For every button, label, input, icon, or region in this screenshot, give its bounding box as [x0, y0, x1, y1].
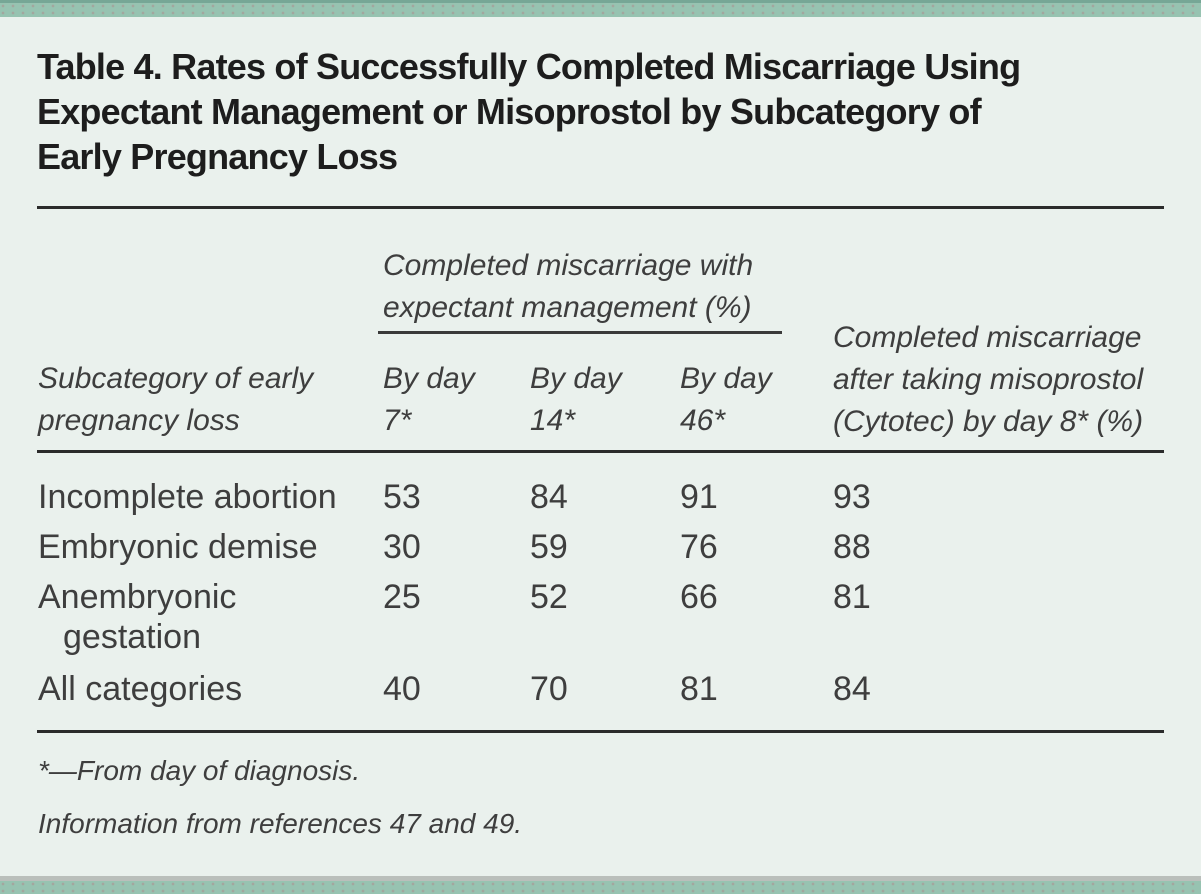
cell-value: 40: [383, 670, 421, 708]
cell-value: 30: [383, 528, 421, 566]
row-label: All categories: [38, 670, 243, 708]
footnote-asterisk: *—From day of diagnosis.: [38, 755, 361, 786]
bottom-gray-strip: [0, 876, 1201, 881]
row-label-line-1: Anembryonic: [38, 578, 237, 616]
stub-header-subcategory: Subcategory of early pregnancy loss: [38, 358, 313, 442]
cell-value: 81: [680, 670, 718, 708]
cell-value: 93: [833, 478, 871, 516]
table-title: Table 4. Rates of Successfully Completed…: [37, 44, 1021, 179]
row-label: Incomplete abortion: [38, 478, 337, 516]
column-header-by-day-46: By day 46*: [680, 358, 772, 442]
title-divider-rule: [37, 206, 1164, 209]
cell-value: 53: [383, 478, 421, 516]
cell-value: 66: [680, 578, 718, 616]
cell-value: 91: [680, 478, 718, 516]
column-header-by-day-46-line-1: By day: [680, 362, 772, 395]
cell-value: 84: [530, 478, 568, 516]
column-header-by-day-46-line-2: 46*: [680, 404, 726, 437]
cell-value: 25: [383, 578, 421, 616]
row-label: Embryonic demise: [38, 528, 318, 566]
column-header-by-day-7: By day 7*: [383, 358, 475, 442]
column-header-by-day-14: By day 14*: [530, 358, 622, 442]
cell-value: 81: [833, 578, 871, 616]
column-group-underline-rule: [378, 331, 782, 334]
stub-header-line-1: Subcategory of early: [38, 362, 314, 395]
table-title-line-3: Early Pregnancy Loss: [37, 136, 398, 177]
column-header-by-day-14-line-2: 14*: [530, 404, 576, 437]
column-header-misoprostol-line-2: after taking misoprostol: [833, 363, 1144, 396]
column-header-by-day-14-line-1: By day: [530, 362, 622, 395]
column-header-misoprostol-line-1: Completed miscarriage: [833, 321, 1142, 354]
top-border-dark-edge: [0, 0, 1201, 3]
header-divider-rule: [37, 450, 1164, 453]
cell-value: 76: [680, 528, 718, 566]
footnote-source: Information from references 47 and 49.: [38, 808, 523, 839]
cell-value: 59: [530, 528, 568, 566]
column-group-header-line-2: expectant management (%): [383, 291, 752, 324]
top-border-band: [0, 3, 1201, 17]
stub-header-line-2: pregnancy loss: [38, 404, 240, 437]
row-label-line-2: gestation: [63, 618, 201, 656]
column-header-misoprostol-line-3: (Cytotec) by day 8* (%): [833, 405, 1144, 438]
row-label: Anembryonic gestation: [38, 577, 236, 657]
table-title-line-1: Table 4. Rates of Successfully Completed…: [37, 46, 1021, 87]
bottom-border-band: [0, 881, 1201, 894]
table-bottom-rule: [37, 730, 1164, 733]
cell-value: 70: [530, 670, 568, 708]
column-header-by-day-7-line-1: By day: [383, 362, 475, 395]
cell-value: 52: [530, 578, 568, 616]
cell-value: 88: [833, 528, 871, 566]
column-group-header-expectant-management: Completed miscarriage with expectant man…: [383, 245, 753, 329]
column-header-misoprostol: Completed miscarriage after taking misop…: [833, 317, 1143, 443]
column-group-header-line-1: Completed miscarriage with: [383, 249, 754, 282]
table-title-line-2: Expectant Management or Misoprostol by S…: [37, 91, 982, 132]
cell-value: 84: [833, 670, 871, 708]
column-header-by-day-7-line-2: 7*: [383, 404, 412, 437]
